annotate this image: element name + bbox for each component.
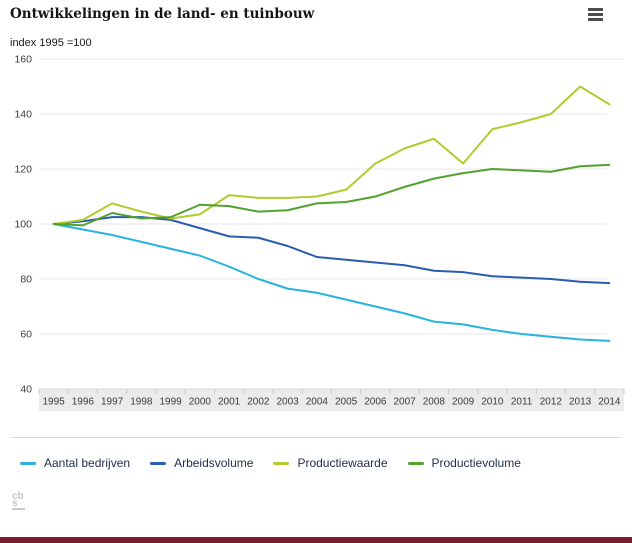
legend-item-productievolume[interactable]: Productievolume [407, 456, 521, 470]
x-axis-band [39, 389, 624, 411]
x-axis-label: 1996 [72, 397, 95, 408]
cbs-logo-text-bottom: s [12, 498, 18, 509]
cbs-logo-text-top: cb [12, 491, 24, 502]
series-line-productiewaarde [52, 85, 611, 225]
line-chart: 40 60 80 100 120 140 160 1995 1996 1997 1998 1999 20… [14, 54, 625, 411]
legend-label: Aantal bedrijven [44, 456, 131, 470]
y-axis-label: 140 [14, 109, 32, 121]
series-line-productievolume [52, 163, 611, 227]
hamburger-bar [588, 18, 603, 21]
x-axis-label: 2001 [218, 397, 241, 408]
hamburger-bar [588, 13, 603, 16]
hamburger-bar [588, 8, 603, 11]
x-axis-label: 1999 [160, 397, 183, 408]
footer-bar [0, 537, 632, 543]
x-axis-label: 2014 [598, 397, 621, 408]
legend-swatch-icon [407, 461, 424, 465]
series-line-arbeidsvolume [52, 216, 611, 285]
x-axis-label: 2003 [277, 397, 300, 408]
x-axis-label: 1998 [130, 397, 153, 408]
legend-swatch-icon [20, 461, 36, 465]
legend-label: Productievolume [431, 456, 521, 470]
x-axis-label: 2009 [452, 397, 475, 408]
legend-item-arbeidsvolume[interactable]: Arbeidsvolume [150, 456, 253, 470]
x-axis-label: 2006 [364, 397, 387, 408]
x-axis-label: 2004 [306, 397, 329, 408]
x-axis-label: 2002 [247, 397, 270, 408]
legend: Aantal bedrijven Arbeidsvolume Productiewa… [20, 456, 521, 470]
divider [10, 437, 622, 438]
hamburger-menu-icon[interactable] [588, 8, 604, 22]
x-axis-label: 2012 [540, 397, 563, 408]
cbs-logo: cb s [12, 491, 36, 510]
x-axis-label: 2010 [481, 397, 504, 408]
y-axis-label: 100 [14, 219, 32, 231]
legend-item-productiewaarde[interactable]: Productiewaarde [273, 456, 388, 470]
y-axis-unit-label: index 1995 =100 [10, 37, 92, 49]
series-line-aantal-bedrijven [52, 223, 611, 342]
y-axis-label: 40 [20, 384, 32, 396]
legend-label: Productiewaarde [297, 456, 388, 470]
x-axis-label: 1995 [43, 397, 66, 408]
x-axis-label: 2007 [394, 397, 417, 408]
x-axis-label: 2013 [569, 397, 592, 408]
x-axis-label: 1997 [101, 397, 124, 408]
x-axis-label: 2008 [423, 397, 446, 408]
y-axis-label: 80 [20, 274, 32, 286]
legend-label: Arbeidsvolume [174, 456, 254, 470]
x-axis-label: 2000 [189, 397, 212, 408]
legend-swatch-icon [273, 461, 290, 465]
y-axis-label: 120 [14, 164, 32, 176]
legend-swatch-icon [150, 461, 167, 465]
page-title: Ontwikkelingen in de land- en tuinbouw [10, 6, 315, 22]
legend-item-aantal-bedrijven[interactable]: Aantal bedrijven [20, 456, 130, 470]
y-axis-label: 160 [14, 54, 32, 66]
y-axis-label: 60 [20, 329, 32, 341]
cbs-logo-bar [12, 508, 25, 510]
x-axis-label: 2011 [511, 397, 533, 408]
x-axis-label: 2005 [335, 397, 358, 408]
